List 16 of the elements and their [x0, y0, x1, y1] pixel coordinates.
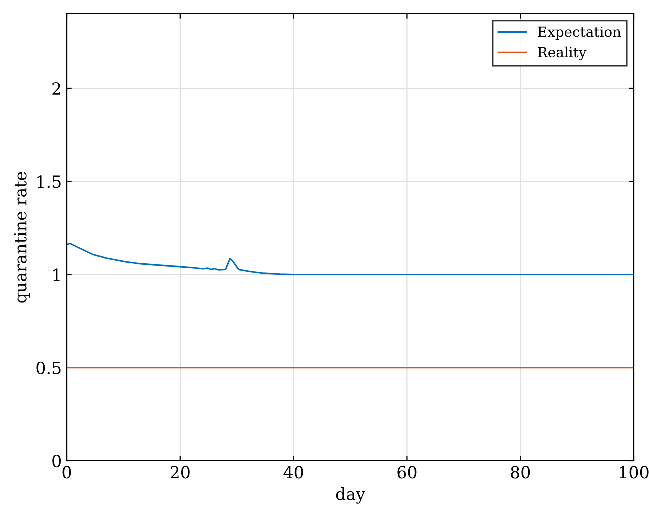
x-tick-label: 0: [62, 466, 72, 479]
x-tick-label: 80: [511, 466, 530, 479]
legend-label: Reality: [538, 46, 587, 61]
x-tick-label: 60: [398, 466, 417, 479]
x-tick-label: 100: [620, 466, 649, 479]
line-series: [67, 242, 634, 276]
y-axis-title: quarantine rate: [14, 172, 30, 303]
y-tick-label: 1: [54, 268, 60, 282]
y-tick-label: 0: [52, 454, 62, 468]
y-tick-label: 1.5: [38, 176, 61, 188]
x-axis-title: day: [336, 488, 366, 504]
x-tick-label: 40: [284, 466, 304, 479]
y-tick-label: 2: [52, 82, 61, 95]
legend-label: Expectation: [538, 26, 622, 40]
y-tick-label: 0.5: [36, 362, 61, 374]
x-tick-label: 20: [170, 466, 190, 479]
